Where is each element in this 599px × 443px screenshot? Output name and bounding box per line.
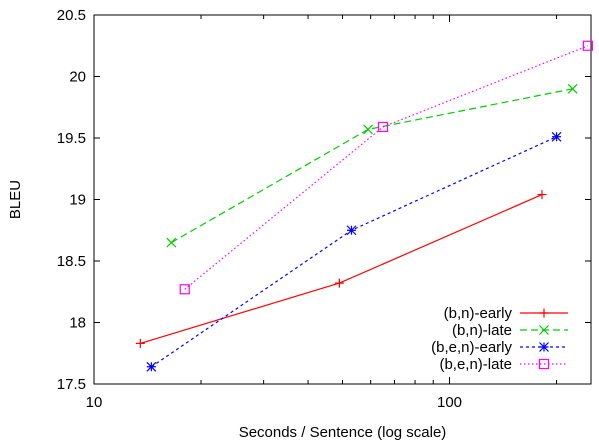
legend-marker <box>539 325 549 335</box>
series-group <box>135 40 593 372</box>
y-tick-label: 18 <box>69 315 86 332</box>
series-2 <box>146 131 562 372</box>
series-0 <box>135 190 547 348</box>
legend-marker <box>538 358 550 370</box>
legend-entry: (b,n)-late <box>452 322 568 339</box>
data-point <box>334 278 344 288</box>
data-point <box>567 83 578 94</box>
legend-marker <box>539 308 549 318</box>
x-tick-label: 10 <box>86 394 103 411</box>
series-line <box>184 45 589 290</box>
data-point <box>166 237 177 248</box>
legend-label: (b,e,n)-early <box>431 339 512 356</box>
data-point <box>551 131 562 142</box>
legend-marker <box>539 342 549 352</box>
data-point <box>135 338 145 348</box>
ticks-group: 17.5 18 18.5 19 19.5 20 20.5 10 100 <box>57 7 591 411</box>
data-point <box>377 121 389 133</box>
data-point <box>179 284 190 295</box>
series-3 <box>179 40 593 295</box>
axes-group <box>93 14 592 385</box>
y-tick-label: 20 <box>69 69 86 86</box>
data-point <box>146 361 157 372</box>
y-axis-label: BLEU <box>7 180 24 219</box>
x-axis-label: Seconds / Sentence (log scale) <box>239 424 447 441</box>
x-tick-label: 100 <box>437 394 462 411</box>
y-tick-label: 18.5 <box>57 253 86 270</box>
legend-entry: (b,e,n)-late <box>439 356 568 373</box>
legend-label: (b,n)-late <box>452 322 512 339</box>
y-tick-label: 17.5 <box>57 376 86 393</box>
legend-entry: (b,n)-early <box>444 305 568 322</box>
data-point <box>363 124 373 135</box>
y-tick-label: 19.5 <box>57 130 86 147</box>
data-point <box>537 190 547 200</box>
legend: (b,n)-early(b,n)-late(b,e,n)-early(b,e,n… <box>431 305 568 373</box>
data-point <box>582 40 593 51</box>
legend-entry: (b,e,n)-early <box>431 339 568 356</box>
data-point <box>346 225 357 236</box>
y-tick-label: 19 <box>69 192 86 209</box>
series-line <box>171 88 573 244</box>
y-tick-label: 20.5 <box>57 7 86 24</box>
plot-frame <box>93 14 592 385</box>
legend-label: (b,e,n)-late <box>439 356 512 373</box>
legend-label: (b,n)-early <box>444 305 513 322</box>
series-1 <box>166 83 578 248</box>
